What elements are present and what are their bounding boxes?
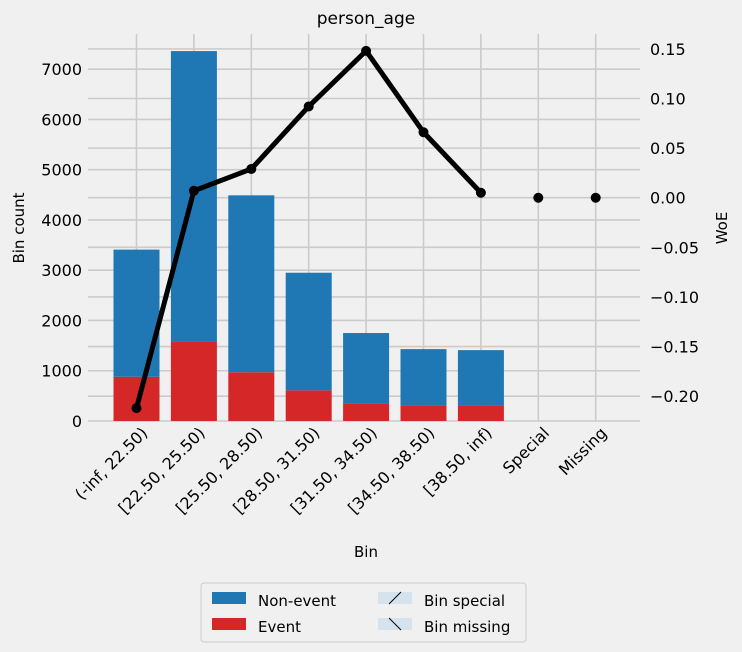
legend-hatch-missing xyxy=(388,617,402,631)
bar-non-event xyxy=(343,333,390,404)
bar-event xyxy=(457,405,504,421)
y2-tick-label: −0.15 xyxy=(650,338,699,357)
x-axis-ticks: (-inf, 22.50)[22.50, 25.50)[25.50, 28.50… xyxy=(71,423,610,517)
woe-point xyxy=(475,187,486,198)
legend-label-non-event: Non-event xyxy=(258,592,336,610)
y-tick-label: 1000 xyxy=(41,362,82,381)
woe-point xyxy=(533,192,544,203)
y2-tick-label: −0.05 xyxy=(650,238,699,257)
x-axis-label: Bin xyxy=(354,543,378,561)
bars-group xyxy=(113,51,504,421)
right-axis-ticks: −0.20 −0.15 −0.10 −0.05 0.00 0.05 0.10 0.15 xyxy=(650,40,699,406)
x-tick-label: Missing xyxy=(555,423,611,479)
y2-tick-label: −0.10 xyxy=(650,288,699,307)
y2-tick-label: 0.05 xyxy=(650,139,686,158)
woe-point xyxy=(246,163,257,174)
legend-label-bin-missing: Bin missing xyxy=(424,618,510,636)
woe-point xyxy=(418,127,429,138)
woe-point xyxy=(131,403,142,414)
bar-event xyxy=(343,403,390,421)
y-tick-label: 5000 xyxy=(41,161,82,180)
y-tick-label: 3000 xyxy=(41,261,82,280)
bar-non-event xyxy=(457,350,504,406)
legend-hatch-special xyxy=(388,591,402,605)
bar-event xyxy=(285,390,332,421)
bar-non-event xyxy=(228,195,275,373)
legend: Non-event Event Bin special Bin missing xyxy=(200,582,527,643)
left-axis-ticks: 0 1000 2000 3000 4000 5000 6000 7000 xyxy=(41,60,82,431)
y2-axis-label: WoE xyxy=(713,212,731,245)
legend-swatch-non-event xyxy=(212,592,246,604)
chart-title: person_age xyxy=(317,9,415,29)
y-tick-label: 7000 xyxy=(41,60,82,79)
y2-tick-label: −0.20 xyxy=(650,387,699,406)
y-tick-label: 2000 xyxy=(41,311,82,330)
y-axis-label: Bin count xyxy=(10,192,28,263)
bar-non-event xyxy=(400,349,447,406)
woe-point xyxy=(188,185,199,196)
y2-tick-label: 0.10 xyxy=(650,90,686,109)
woe-point xyxy=(361,45,372,56)
bar-non-event xyxy=(113,249,160,377)
legend-label-bin-special: Bin special xyxy=(424,592,505,610)
y2-tick-label: 0.15 xyxy=(650,40,686,59)
y-tick-label: 6000 xyxy=(41,110,82,129)
x-tick-label: Special xyxy=(499,423,553,477)
woe-point xyxy=(590,192,601,203)
bar-event xyxy=(228,372,275,421)
y-tick-label: 4000 xyxy=(41,211,82,230)
legend-label-event: Event xyxy=(258,618,301,636)
y2-tick-label: 0.00 xyxy=(650,189,686,208)
woe-point xyxy=(303,101,314,112)
bar-event xyxy=(170,341,217,421)
woe-line-group xyxy=(131,45,601,414)
legend-frame xyxy=(200,582,527,643)
bar-non-event xyxy=(285,272,332,391)
legend-swatch-event xyxy=(212,618,246,630)
y-tick-label: 0 xyxy=(72,412,82,431)
bar-event xyxy=(400,405,447,421)
